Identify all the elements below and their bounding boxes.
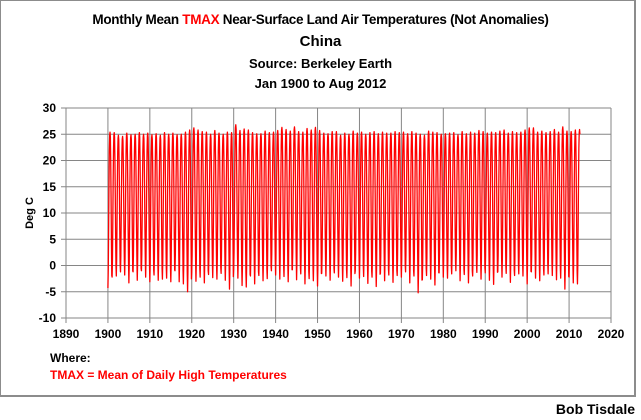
y-tick-label: 5 (49, 232, 56, 246)
x-tick-label: 2010 (556, 327, 583, 341)
x-tick-label: 2000 (514, 327, 541, 341)
x-tick-label: 1930 (220, 327, 247, 341)
y-tick-label: 10 (43, 206, 57, 220)
series-line-china-tmax (107, 124, 581, 294)
tmax-definition: TMAX = Mean of Daily High Temperatures (50, 368, 287, 382)
x-axis-ticks: 1890 1900 1910 1920 1930 1940 1950 1960 1970 1980… (53, 327, 625, 341)
series-group (107, 124, 581, 294)
chart-subtitle-source: Source: Berkeley Earth (248, 56, 393, 71)
chart-subtitle-region: China (299, 33, 342, 50)
x-tick-label: 1910 (136, 327, 163, 341)
y-tick-label: 25 (43, 127, 57, 141)
title-suffix: Near-Surface Land Air Temperatures (Not … (219, 12, 549, 27)
y-axis-label: Deg C (24, 197, 36, 229)
where-label: Where: (50, 351, 91, 365)
chart-subtitle-period: Jan 1900 to Aug 2012 (254, 76, 387, 91)
y-tick-label: 0 (49, 259, 56, 273)
y-axis-ticks: -10 -5 0 5 10 15 20 25 30 (39, 101, 57, 325)
x-tick-label: 2020 (598, 327, 625, 341)
title-highlight-tmax: TMAX (182, 12, 220, 27)
chart-title: Monthly Mean TMAX Near-Surface Land Air … (0, 12, 641, 27)
y-tick-label: 20 (43, 154, 57, 168)
author-credit: Bob Tisdale (555, 401, 635, 417)
y-tick-label: 30 (43, 101, 57, 115)
y-tick-label: -5 (45, 285, 56, 299)
y-tick-label: 15 (43, 180, 57, 194)
x-tick-label: 1960 (346, 327, 373, 341)
x-tick-label: 1990 (472, 327, 499, 341)
title-prefix: Monthly Mean (92, 12, 183, 27)
x-tick-label: 1950 (304, 327, 331, 341)
x-tick-label: 1980 (430, 327, 457, 341)
x-tick-label: 1920 (178, 327, 205, 341)
x-tick-label: 1940 (262, 327, 289, 341)
x-tick-label: 1970 (388, 327, 415, 341)
x-tick-label: 1900 (95, 327, 122, 341)
x-tick-label: 1890 (53, 327, 80, 341)
y-tick-label: -10 (39, 311, 57, 325)
